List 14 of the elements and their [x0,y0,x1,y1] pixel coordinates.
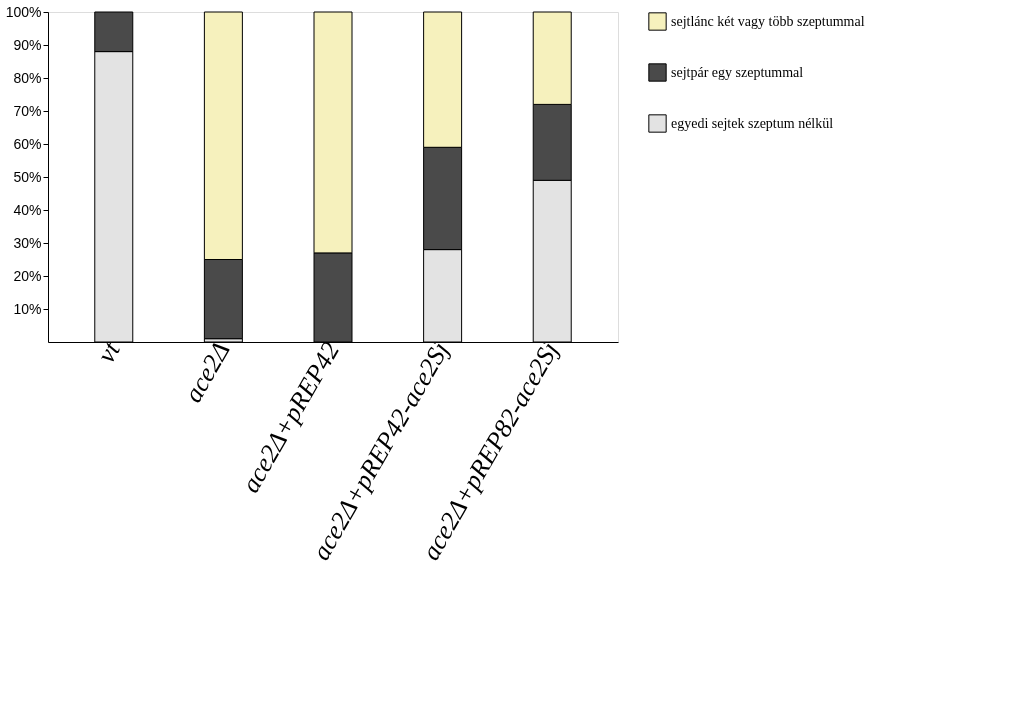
y-tick-label: 40% [13,201,42,218]
legend-label: sejtpár egy szeptummal [671,64,804,80]
y-tick-label: 60% [13,135,42,152]
y-tick-label: 10% [13,300,42,317]
y-tick-label: 90% [13,36,42,53]
y-tick-label: 20% [13,267,42,284]
y-tick-label: 30% [13,234,42,251]
y-tick-label: 70% [13,102,42,119]
legend-label: sejtlánc két vagy több szeptummal [671,13,865,29]
y-tick-label: 50% [13,168,42,185]
y-tick-label: 100% [5,3,42,20]
x-tick-label: vt [91,336,127,368]
y-tick-label: 80% [13,69,42,86]
legend-label: egyedi sejtek szeptum nélkül [671,115,834,131]
